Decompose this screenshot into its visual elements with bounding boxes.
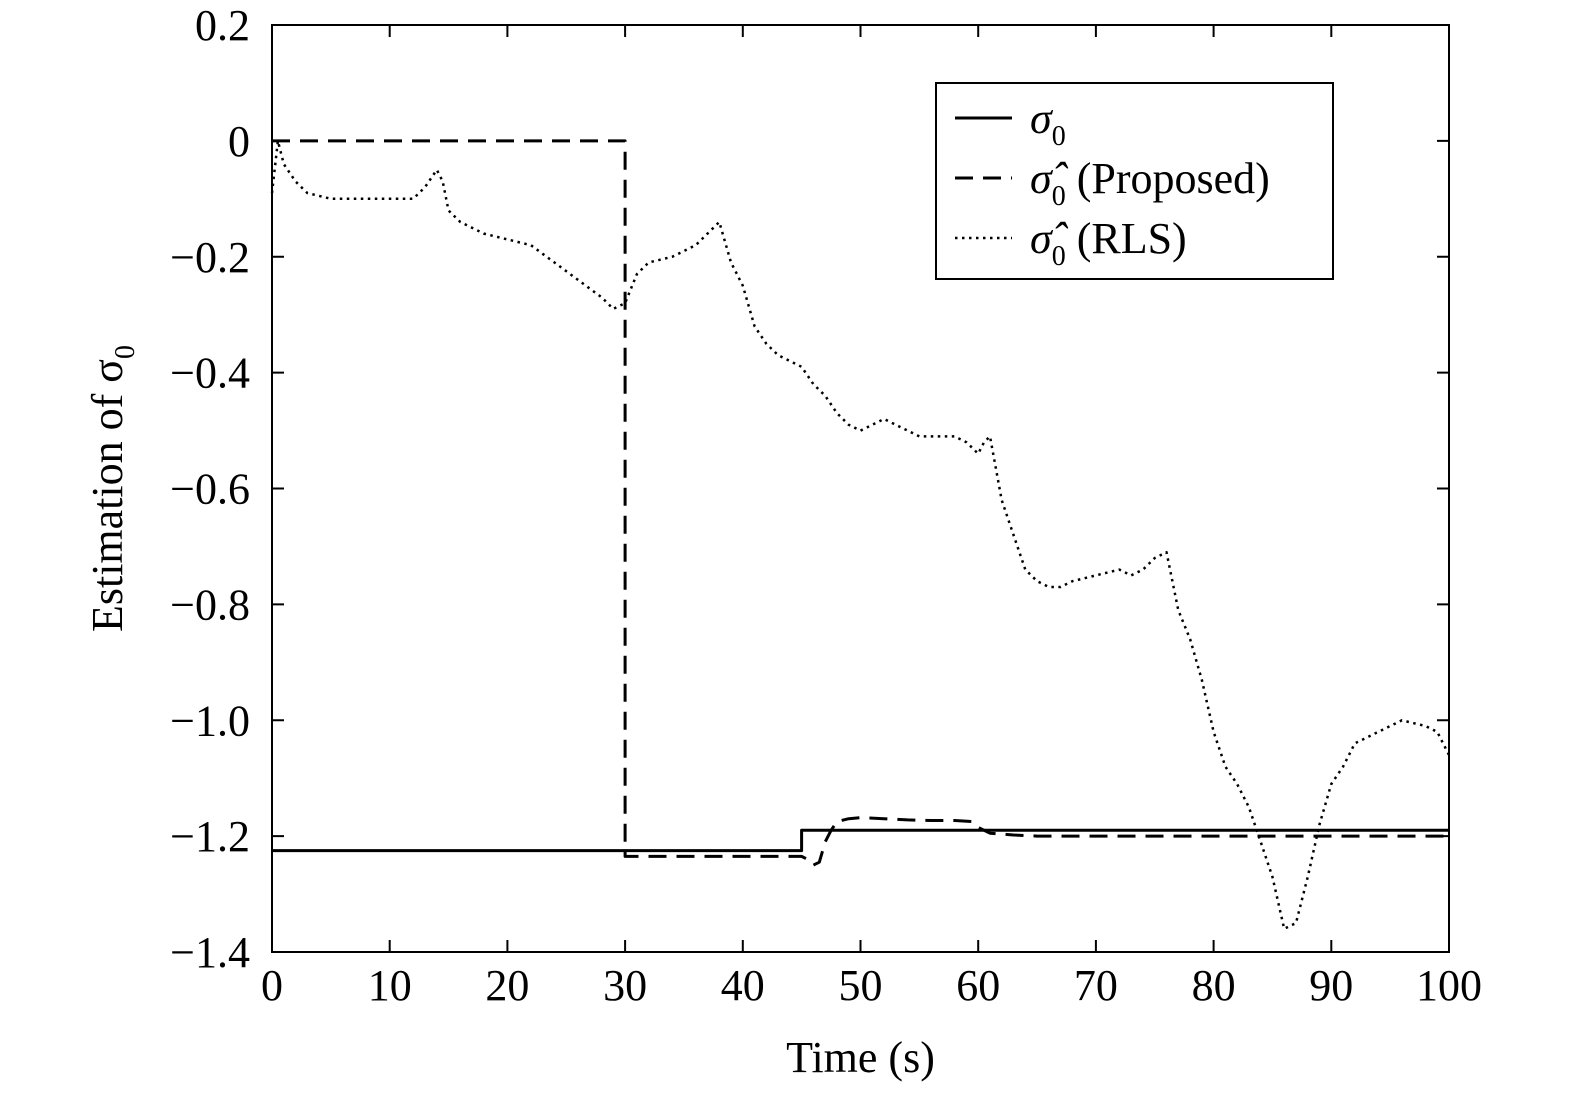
y-tick-label: −1.2 — [170, 812, 250, 861]
y-tick-label: −0.4 — [170, 349, 250, 398]
svg-text:Estimation of σ0: Estimation of σ0 — [83, 345, 141, 632]
legend-subscript: 0 — [1052, 241, 1066, 272]
series-line-1 — [272, 139, 1449, 867]
legend: σ0σ̂0 (Proposed)σ̂0 (RLS) — [935, 82, 1334, 280]
x-tick-label: 20 — [485, 961, 529, 1010]
legend-suffix: (Proposed) — [1066, 154, 1270, 203]
legend-subscript: 0 — [1052, 181, 1066, 212]
y-tick-label: 0 — [228, 117, 250, 166]
legend-symbol: σ — [1030, 94, 1054, 143]
series-layer — [270, 139, 1451, 931]
x-tick-label: 100 — [1416, 961, 1482, 1010]
legend-label-0: σ0 — [1030, 94, 1066, 152]
y-axis-label-text: Estimation of σ — [83, 359, 132, 632]
y-tick-label: −0.2 — [170, 233, 250, 282]
y-tick-label: −0.8 — [170, 580, 250, 629]
x-tick-label: 30 — [603, 961, 647, 1010]
y-axis-label: Estimation of σ0 — [83, 345, 141, 632]
y-tick-label: 0.2 — [195, 1, 250, 50]
x-tick-label: 60 — [956, 961, 1000, 1010]
x-tick-label: 50 — [839, 961, 883, 1010]
y-tick-label: −1.4 — [170, 928, 250, 977]
legend-box — [935, 82, 1334, 280]
y-tick-label: −0.6 — [170, 465, 250, 514]
legend-suffix: (RLS) — [1066, 214, 1187, 263]
x-tick-label: 90 — [1309, 961, 1353, 1010]
y-tick-label: −1.0 — [170, 696, 250, 745]
y-tick-labels: 0.2 0 −0.2 −0.4 −0.6 −0.8 −1.0 −1.2 −1.4 — [170, 1, 250, 977]
y-axis-label-subscript: 0 — [110, 345, 141, 359]
x-axis-label: Time (s) — [786, 1033, 935, 1082]
x-tick-label: 0 — [261, 961, 283, 1010]
x-tick-labels: 0 10 20 30 40 50 60 70 80 90 100 — [261, 961, 1482, 1010]
x-tick-label: 80 — [1192, 961, 1236, 1010]
x-tick-label: 70 — [1074, 961, 1118, 1010]
x-tick-label: 10 — [368, 961, 412, 1010]
x-tick-label: 40 — [721, 961, 765, 1010]
legend-subscript: 0 — [1052, 121, 1066, 152]
series-line-0 — [272, 828, 1449, 853]
